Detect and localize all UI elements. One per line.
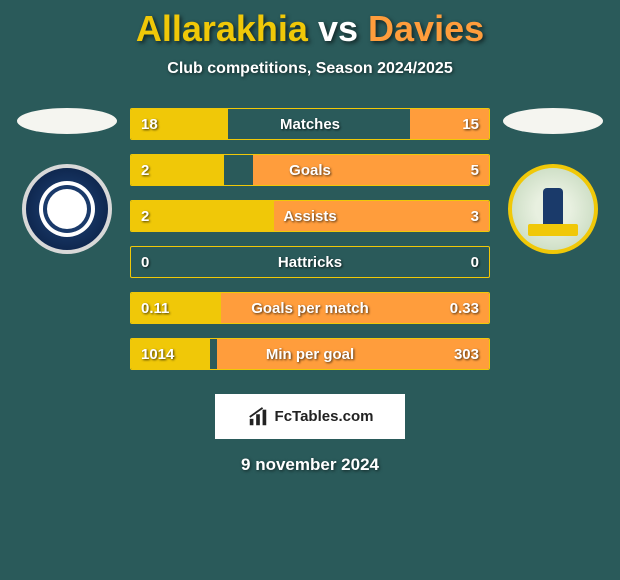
stat-value-right: 5 — [471, 162, 479, 179]
stat-value-left: 2 — [141, 162, 149, 179]
stat-label: Goals — [289, 162, 331, 179]
stat-row: 0.11 0.33 Goals per match — [130, 292, 490, 324]
brand-box: FcTables.com — [215, 394, 405, 439]
content-row: 18 15 Matches 2 5 Goals 2 3 Assists 0 0 Hattricks 0.… — [0, 108, 620, 384]
comparison-card: Allarakhia vs Davies Club competitions, … — [0, 0, 620, 475]
stat-value-right: 15 — [462, 116, 479, 133]
stat-row: 2 3 Assists — [130, 200, 490, 232]
stat-value-left: 0.11 — [141, 300, 169, 317]
stat-row: 1014 303 Min per goal — [130, 338, 490, 370]
stat-value-left: 0 — [141, 254, 149, 271]
stat-value-right: 0 — [471, 254, 479, 271]
stat-row: 0 0 Hattricks — [130, 246, 490, 278]
player1-club-badge — [22, 164, 112, 254]
stat-value-left: 2 — [141, 208, 149, 225]
player1-avatar-placeholder — [17, 108, 117, 134]
stat-label: Min per goal — [266, 346, 354, 363]
left-column — [12, 108, 122, 254]
subtitle: Club competitions, Season 2024/2025 — [0, 60, 620, 78]
brand-icon — [247, 406, 269, 428]
player1-name: Allarakhia — [136, 8, 308, 49]
page-title: Allarakhia vs Davies — [0, 8, 620, 50]
stat-row: 18 15 Matches — [130, 108, 490, 140]
brand-text: FcTables.com — [275, 408, 374, 425]
stat-label: Matches — [280, 116, 340, 133]
stat-label: Assists — [283, 208, 336, 225]
stat-row: 2 5 Goals — [130, 154, 490, 186]
stat-label: Goals per match — [251, 300, 369, 317]
stats-panel: 18 15 Matches 2 5 Goals 2 3 Assists 0 0 Hattricks 0.… — [130, 108, 490, 384]
player2-name: Davies — [368, 8, 484, 49]
player2-club-badge — [508, 164, 598, 254]
bar-left — [131, 201, 274, 231]
stat-label: Hattricks — [278, 254, 342, 271]
stat-value-left: 18 — [141, 116, 158, 133]
stat-value-right: 3 — [471, 208, 479, 225]
stat-value-right: 303 — [454, 346, 479, 363]
date-text: 9 november 2024 — [0, 455, 620, 475]
stat-value-left: 1014 — [141, 346, 174, 363]
stat-value-right: 0.33 — [450, 300, 479, 317]
right-column — [498, 108, 608, 254]
player2-avatar-placeholder — [503, 108, 603, 134]
vs-text: vs — [318, 8, 358, 49]
